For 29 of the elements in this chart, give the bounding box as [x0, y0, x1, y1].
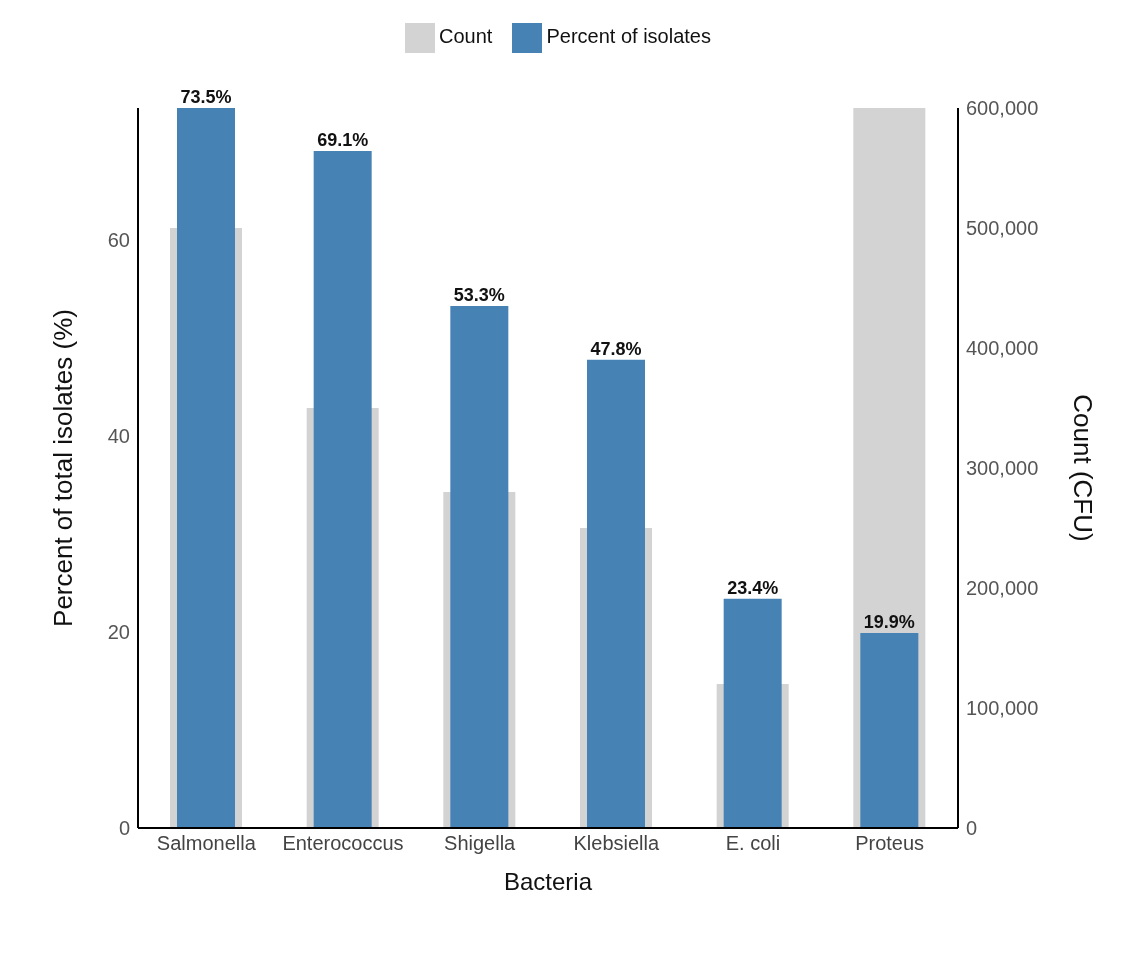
- legend-label: Count: [439, 25, 493, 48]
- data-label: 23.4%: [727, 577, 779, 598]
- y2-axis-title: Count (CFU): [1067, 394, 1098, 542]
- data-label: 19.9%: [863, 612, 915, 633]
- y-tick-label: 20: [107, 621, 130, 644]
- x-tick-label: E. coli: [725, 832, 781, 855]
- y-axis-title: Percent of total isolates (%): [48, 309, 79, 627]
- x-tick-label: Salmonella: [156, 832, 257, 855]
- x-tick-label: Enterococcus: [282, 832, 404, 855]
- data-label: 69.1%: [317, 130, 369, 151]
- legend-label: Percent of isolates: [546, 25, 711, 48]
- y2-tick-label: 600,000: [966, 97, 1039, 120]
- data-label: 73.5%: [180, 87, 232, 107]
- y-tick-label: 60: [107, 229, 130, 252]
- y2-tick-label: 0: [966, 817, 978, 840]
- y2-tick-label: 400,000: [966, 337, 1039, 360]
- x-tick-label: Klebsiella: [573, 832, 661, 855]
- y2-tick-label: 100,000: [966, 697, 1039, 720]
- y2-tick-label: 200,000: [966, 577, 1039, 600]
- data-label: 47.8%: [590, 338, 642, 359]
- x-tick-label: Proteus: [855, 832, 925, 855]
- bar: [860, 633, 919, 828]
- y2-tick-label: 300,000: [966, 457, 1039, 480]
- y-tick-label: 40: [107, 425, 130, 448]
- x-axis-title: Bacteria: [503, 868, 593, 895]
- y-tick-label: 0: [118, 817, 130, 840]
- data-label: 53.3%: [453, 284, 505, 305]
- y2-tick-label: 500,000: [966, 217, 1039, 240]
- x-tick-label: Shigella: [444, 832, 517, 855]
